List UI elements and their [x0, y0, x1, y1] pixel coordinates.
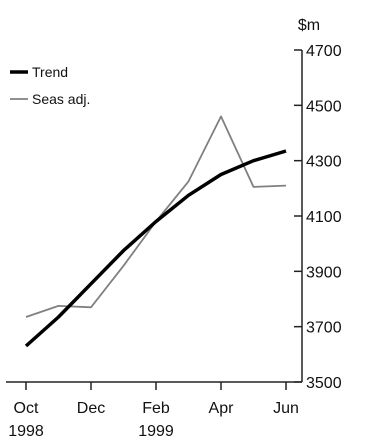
- x-tick-label-month: Oct: [14, 400, 39, 417]
- legend: Trend Seas adj.: [10, 64, 90, 107]
- series-line-seas-adj: [25, 115, 287, 318]
- x-tick-label-year: 1999: [138, 423, 174, 438]
- y-tick-label: 4300: [306, 154, 342, 171]
- x-tick-label-year: 1998: [8, 423, 44, 438]
- legend-label: Seas adj.: [32, 91, 90, 107]
- y-axis: 3500 3700 3900 4100 4300 4500 4700: [294, 43, 342, 392]
- y-tick-label: 4500: [306, 98, 342, 115]
- legend-label: Trend: [32, 64, 68, 80]
- y-tick-label: 4700: [306, 43, 342, 60]
- x-axis: Oct 1998 Dec Feb 1999 Apr Jun: [6, 381, 302, 438]
- y-tick-label: 4100: [306, 209, 342, 226]
- series-lines: [24, 115, 287, 348]
- x-tick-label-month: Feb: [142, 400, 170, 417]
- y-tick-label: 3900: [306, 264, 342, 281]
- x-tick-label-month: Apr: [209, 400, 235, 417]
- y-unit-label: $m: [298, 17, 320, 34]
- y-tick-label: 3700: [306, 320, 342, 337]
- series-line-trend: [24, 149, 287, 348]
- y-tick-label: 3500: [306, 375, 342, 392]
- x-tick-label-month: Jun: [273, 400, 299, 417]
- x-tick-label-month: Dec: [77, 400, 105, 417]
